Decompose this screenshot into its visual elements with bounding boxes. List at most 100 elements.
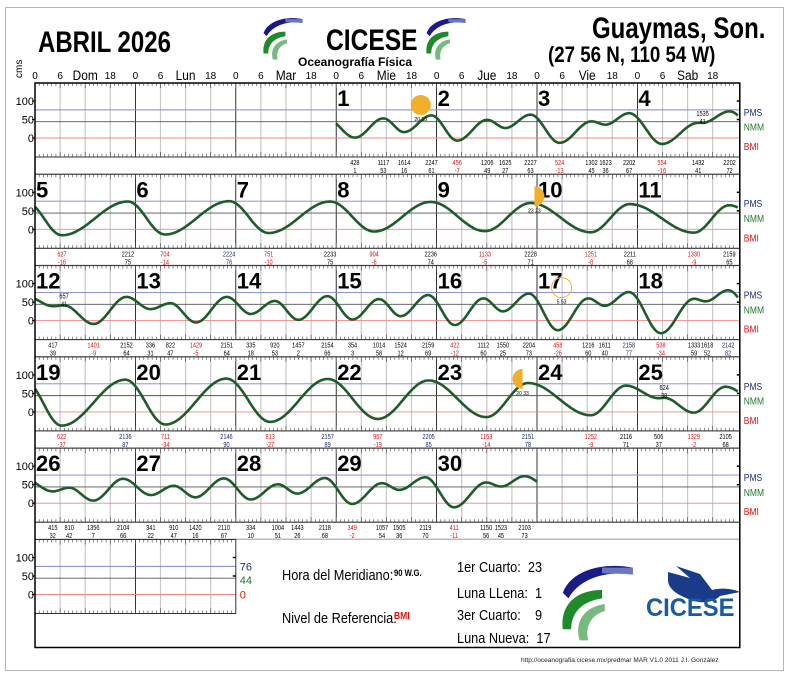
phase-label: 3er Cuarto: <box>457 607 521 624</box>
extreme-time: 1014 <box>373 342 386 350</box>
extreme-time: 813 <box>266 433 276 441</box>
hour-tick-label: 6 <box>559 71 565 82</box>
extreme-height: -9 <box>691 259 696 267</box>
y-tick-label: 100 <box>16 553 34 565</box>
extreme-height: 60 <box>480 350 487 358</box>
extreme-height: -2 <box>691 441 696 449</box>
extreme-height: 64 <box>123 350 130 358</box>
extreme-time: 711 <box>161 433 170 441</box>
moon-time: 20 33 <box>516 391 529 397</box>
extreme-time: 1505 <box>393 525 406 533</box>
day-number: 1 <box>337 86 349 111</box>
extreme-height: 54 <box>379 533 386 541</box>
y-tick-label: 0 <box>28 316 34 328</box>
extreme-height: -34 <box>161 441 170 449</box>
hour-tick-label: 0 <box>534 71 540 82</box>
extreme-height: 65 <box>726 259 733 267</box>
extreme-time: 538 <box>656 342 666 350</box>
extreme-height: 71 <box>527 259 534 267</box>
extreme-height: -37 <box>58 441 67 449</box>
extreme-height: 66 <box>324 350 331 358</box>
extreme-height: 1 <box>353 167 357 175</box>
extreme-height: 56 <box>483 533 490 541</box>
extreme-height: -7 <box>455 167 460 175</box>
extreme-height: 73 <box>526 350 533 358</box>
first-quarter-moon-icon <box>512 368 523 389</box>
extreme-height: 36 <box>396 533 403 541</box>
y-tick-label: 100 <box>16 370 34 382</box>
extreme-height: 87 <box>122 441 129 449</box>
extreme-time: 2212 <box>122 251 135 259</box>
hour-tick-label: 6 <box>158 71 164 82</box>
phase-day: 17 <box>536 630 551 647</box>
hour-tick-label: 18 <box>105 71 117 82</box>
extreme-height: 26 <box>294 533 301 541</box>
extreme-height: 22 <box>148 533 155 541</box>
extreme-height: 53 <box>272 350 279 358</box>
day-number: 5 <box>36 177 48 202</box>
extreme-height: 90 <box>223 441 230 449</box>
extreme-time: 2202 <box>723 159 736 167</box>
hour-tick-label: 18 <box>406 71 418 82</box>
hour-tick-label: 6 <box>258 71 264 82</box>
cicese-swoosh-logo <box>426 18 466 60</box>
day-number: 15 <box>337 269 361 294</box>
extreme-time: 2157 <box>321 433 334 441</box>
level-label-pms: PMS <box>744 107 762 118</box>
day-number: 27 <box>136 451 160 476</box>
phase-third-quarter: 3er Cuarto: 9 <box>457 607 542 624</box>
extreme-time: 2236 <box>425 251 438 259</box>
extreme-time: 2233 <box>324 251 337 259</box>
extreme-time: 456 <box>453 159 463 167</box>
extreme-time: 1206 <box>481 159 494 167</box>
month-title: ABRIL 2026 <box>38 26 171 59</box>
extreme-time: 1457 <box>292 342 305 350</box>
extreme-time: 1432 <box>692 159 705 167</box>
extreme-height: 3 <box>351 350 355 358</box>
extreme-height: 31 <box>147 350 154 358</box>
extreme-time: 2202 <box>623 159 636 167</box>
extreme-height: 45 <box>498 533 505 541</box>
extremes-strip <box>34 430 741 449</box>
day-number: 8 <box>337 177 349 202</box>
extreme-time: 1330 <box>688 251 701 259</box>
extreme-time: 415 <box>48 525 58 533</box>
extreme-height: 25 <box>500 350 507 358</box>
extreme-time: 1611 <box>599 342 611 350</box>
extreme-time: 1112 <box>478 342 490 350</box>
extreme-height: 68 <box>722 441 729 449</box>
cicese-swoosh-logo <box>263 18 303 60</box>
extreme-height: 51 <box>275 533 282 541</box>
hour-tick-label: 18 <box>306 71 318 82</box>
y-tick-label: 50 <box>22 480 34 492</box>
extreme-height: 41 <box>695 167 702 175</box>
level-label-nmm: NMM <box>744 396 764 407</box>
hour-tick-label: 6 <box>359 71 365 82</box>
extreme-height: 75 <box>125 259 132 267</box>
extreme-height: -8 <box>588 259 593 267</box>
extreme-time: 1420 <box>189 525 202 533</box>
extreme-height: 47 <box>171 533 178 541</box>
extreme-time: 2142 <box>722 342 735 350</box>
extreme-height: -11 <box>450 533 458 541</box>
extreme-time: 904 <box>369 251 379 259</box>
extreme-height: 18 <box>248 350 255 358</box>
hour-tick-label: 0 <box>133 71 139 82</box>
extreme-time: 810 <box>64 525 74 533</box>
extreme-time: 1356 <box>87 525 100 533</box>
extreme-height: 67 <box>626 167 633 175</box>
extreme-height: 68 <box>322 533 329 541</box>
extreme-time: 704 <box>160 251 170 259</box>
extreme-height: 10 <box>248 533 255 541</box>
y-tick-label: 0 <box>28 590 34 602</box>
y-tick-label: 0 <box>28 498 34 510</box>
extreme-time: 624 <box>660 384 670 392</box>
tide-curve <box>34 199 739 237</box>
reference-value: BMI <box>394 611 410 622</box>
extreme-time: 957 <box>373 433 383 441</box>
day-number: 22 <box>337 360 361 385</box>
org-name: CICESE <box>326 24 418 57</box>
y-tick-label: 50 <box>22 297 34 309</box>
extreme-time: 1153 <box>480 433 492 441</box>
extreme-time: 1550 <box>497 342 510 350</box>
